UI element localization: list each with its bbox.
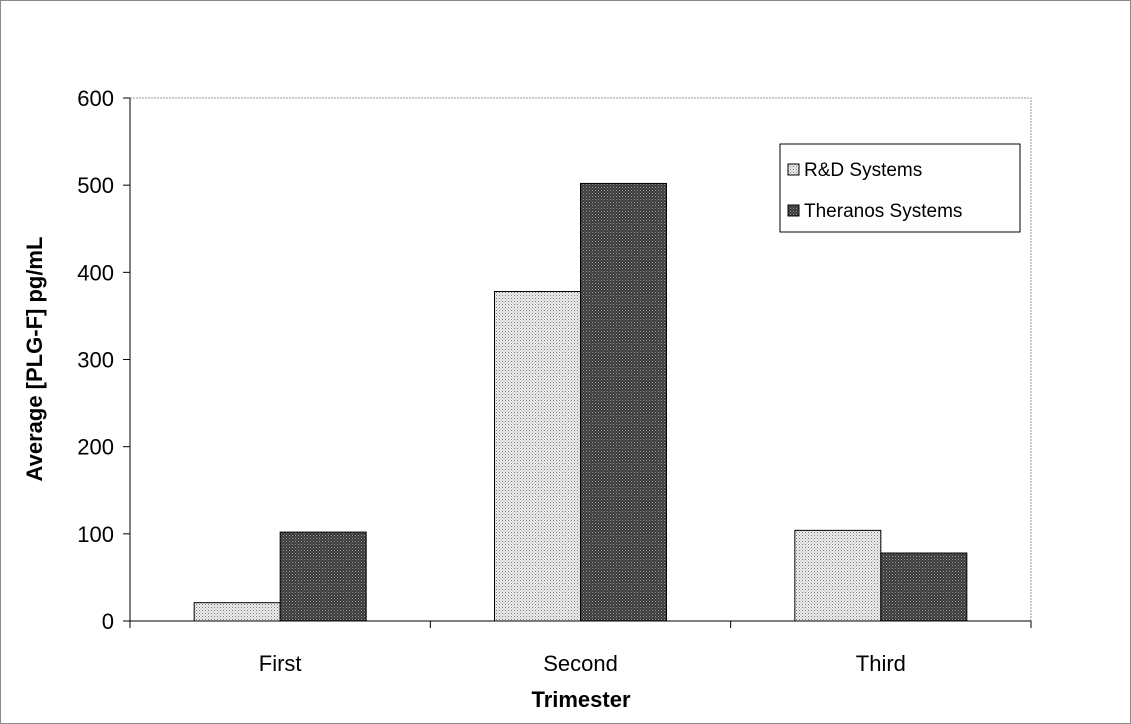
x-tick-label-first: First [259, 651, 302, 676]
y-tick-label: 100 [77, 522, 114, 547]
legend-swatch-2 [787, 204, 800, 217]
y-tick-label: 600 [77, 86, 114, 111]
legend-label-1: R&D Systems [804, 160, 922, 181]
y-tick-label: 200 [77, 435, 114, 460]
legend-box [779, 143, 1021, 233]
bar-second-series-1 [494, 291, 581, 622]
y-tick-label: 500 [77, 173, 114, 198]
y-axis-title: Average [PLG-F] pg/mL [22, 237, 47, 482]
bar-first-series-2 [279, 531, 367, 622]
y-tick-label: 300 [77, 348, 114, 373]
bar-second-series-2 [580, 182, 667, 622]
y-tick-label: 0 [102, 609, 114, 634]
bar-third-series-2 [880, 552, 968, 622]
bar-third-series-1 [794, 529, 882, 622]
y-tick-label: 400 [77, 260, 114, 285]
x-tick-label-second: Second [543, 651, 618, 676]
legend-label-2: Theranos Systems [804, 201, 962, 222]
x-tick-label-third: Third [856, 651, 906, 676]
x-axis-title: Trimester [531, 687, 630, 712]
bar-first-series-1 [193, 602, 281, 622]
legend-swatch-1 [787, 163, 800, 176]
